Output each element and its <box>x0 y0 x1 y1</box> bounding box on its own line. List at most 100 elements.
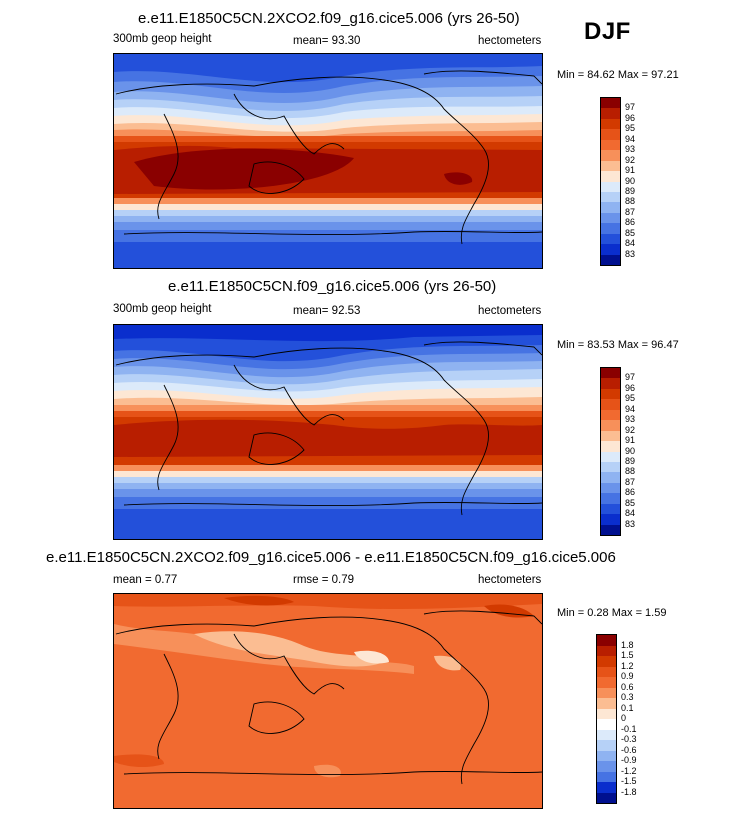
panel-3-units-label: hectometers <box>478 574 542 586</box>
colorbar-swatch <box>601 420 620 431</box>
panel-1-title: e.e11.E1850C5CN.2XCO2.f09_g16.cice5.006 … <box>138 10 520 27</box>
panel-2-mean-label: mean= 92.53 <box>293 305 361 317</box>
colorbar-tick-label: 88 <box>625 196 636 207</box>
panel-2-coastlines <box>115 341 542 516</box>
colorbar-tick-label: 90 <box>625 175 636 186</box>
colorbar-swatch <box>597 687 616 698</box>
colorbar-tick-label: 87 <box>625 476 636 487</box>
panel-1-minmax: Min = 84.62 Max = 97.21 <box>557 69 679 81</box>
colorbar-tick-label: 92 <box>625 154 636 165</box>
colorbar-tick-label: -0.9 <box>621 755 637 765</box>
colorbar-tick-label: 86 <box>625 217 636 228</box>
colorbar-tick-label: 93 <box>625 414 636 425</box>
colorbar-swatch <box>601 98 620 109</box>
colorbar-tick-label: -1.8 <box>621 786 637 797</box>
colorbar-swatch <box>601 388 620 400</box>
colorbar-swatch <box>601 430 620 442</box>
panel-1-coastlines <box>115 70 542 245</box>
colorbar-swatch <box>597 729 616 740</box>
colorbar-swatch <box>601 181 620 192</box>
colorbar-tick-label: 97 <box>625 102 636 113</box>
colorbar-swatch <box>597 792 616 803</box>
panel-3-map <box>113 593 543 809</box>
colorbar-swatch <box>601 244 620 255</box>
colorbar-tick-label: 0.1 <box>621 702 634 713</box>
panel-3-minmax: Min = 0.28 Max = 1.59 <box>557 607 667 619</box>
colorbar-swatch <box>601 493 620 504</box>
colorbar-swatch <box>601 129 620 140</box>
colorbar-swatch <box>597 750 616 761</box>
colorbar-tick-label: 92 <box>625 424 636 435</box>
colorbar-swatch <box>601 160 620 172</box>
colorbar-swatch <box>601 191 620 203</box>
panel-2-contour-plot <box>114 325 542 539</box>
colorbar-swatch <box>601 171 620 182</box>
colorbar-swatch <box>601 150 620 161</box>
colorbar-tick-label: 87 <box>625 206 636 217</box>
colorbar-tick-label: -1.2 <box>621 765 637 776</box>
colorbar-swatch <box>601 399 620 410</box>
colorbar-swatch <box>601 118 620 130</box>
colorbar-swatch <box>601 514 620 525</box>
colorbar-tick-label: 96 <box>625 112 636 123</box>
panel-3-coastlines <box>115 610 542 785</box>
colorbar-swatch <box>601 368 620 379</box>
colorbar-swatch <box>601 108 620 119</box>
colorbar-tick-label: 1.8 <box>621 639 634 650</box>
panel-2-left-label: 300mb geop height <box>113 303 212 315</box>
colorbar-tick-label: 83 <box>625 248 636 259</box>
colorbar-tick-label: -0.6 <box>621 744 637 755</box>
colorbar-swatch <box>601 503 620 515</box>
colorbar-tick-label: 83 <box>625 518 636 529</box>
colorbar-swatch <box>597 708 616 719</box>
colorbar-tick-label: 0.3 <box>621 692 634 702</box>
colorbar-swatch <box>601 441 620 452</box>
colorbar-swatch <box>601 223 620 234</box>
colorbar-swatch <box>601 472 620 483</box>
colorbar-tick-label: 91 <box>625 165 636 176</box>
colorbar-tick-label: 0.6 <box>621 681 634 692</box>
colorbar-tick-label: 95 <box>625 123 636 134</box>
colorbar-tick-label: 1.5 <box>621 650 634 660</box>
panel-1-left-label: 300mb geop height <box>113 33 212 45</box>
colorbar-swatch <box>597 656 616 667</box>
panel-2-minmax: Min = 83.53 Max = 96.47 <box>557 339 679 351</box>
colorbar-tick-label: 0.9 <box>621 671 634 681</box>
colorbar-swatch <box>597 740 616 751</box>
colorbar-swatch <box>601 461 620 473</box>
colorbar-tick-label: 97 <box>625 372 636 383</box>
colorbar-swatch <box>601 212 620 224</box>
colorbar-swatch <box>601 524 620 535</box>
panel-3-colorbar <box>596 634 617 804</box>
panel-3-title: e.e11.E1850C5CN.2XCO2.f09_g16.cice5.006 … <box>46 549 616 566</box>
panel-3-contour-plot <box>114 594 542 808</box>
colorbar-swatch <box>597 771 616 782</box>
colorbar-tick-label: 91 <box>625 435 636 446</box>
panel-1-contour-plot <box>114 54 542 268</box>
colorbar-tick-label: -0.1 <box>621 723 637 734</box>
colorbar-swatch <box>601 378 620 389</box>
colorbar-swatch <box>601 409 620 421</box>
colorbar-swatch <box>597 782 616 793</box>
colorbar-tick-label: 84 <box>625 508 636 519</box>
colorbar-swatch <box>597 719 616 730</box>
colorbar-tick-label: 89 <box>625 455 636 466</box>
colorbar-swatch <box>597 677 616 688</box>
colorbar-tick-label: 90 <box>625 445 636 456</box>
colorbar-tick-label: 94 <box>625 133 636 144</box>
colorbar-tick-label: -0.3 <box>621 734 637 744</box>
colorbar-swatch <box>597 761 616 772</box>
panel-3-mean-label: mean = 0.77 <box>113 574 178 586</box>
colorbar-swatch <box>601 139 620 151</box>
colorbar-tick-label: 89 <box>625 185 636 196</box>
panel-2-colorbar <box>600 367 621 536</box>
colorbar-swatch <box>601 451 620 462</box>
colorbar-tick-label: 85 <box>625 497 636 508</box>
colorbar-tick-label: 85 <box>625 227 636 238</box>
colorbar-swatch <box>597 666 616 677</box>
panel-1-units-label: hectometers <box>478 35 542 47</box>
colorbar-swatch <box>601 482 620 494</box>
panel-2-title: e.e11.E1850C5CN.f09_g16.cice5.006 (yrs 2… <box>168 278 497 295</box>
colorbar-tick-label: 96 <box>625 382 636 393</box>
colorbar-tick-label: 95 <box>625 393 636 404</box>
